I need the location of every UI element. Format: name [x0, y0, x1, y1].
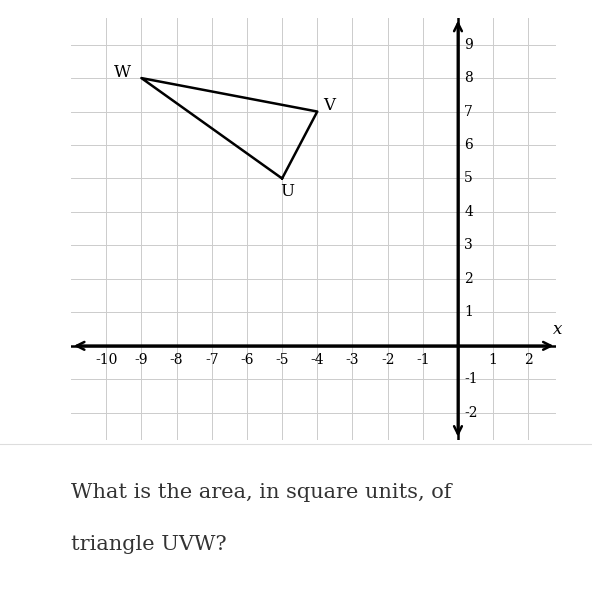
Text: -8: -8 — [170, 353, 184, 367]
Text: 6: 6 — [464, 138, 473, 152]
Text: -4: -4 — [310, 353, 324, 367]
Text: U: U — [281, 183, 294, 200]
Text: W: W — [114, 64, 131, 81]
Text: What is the area, in square units, of: What is the area, in square units, of — [71, 483, 452, 502]
Text: -6: -6 — [240, 353, 254, 367]
Text: 5: 5 — [464, 172, 473, 185]
Text: -2: -2 — [464, 406, 478, 420]
Text: triangle UVW?: triangle UVW? — [71, 535, 227, 554]
Text: -7: -7 — [205, 353, 218, 367]
Text: -3: -3 — [346, 353, 359, 367]
Text: V: V — [324, 97, 336, 114]
Text: x: x — [553, 321, 562, 339]
Text: -9: -9 — [134, 353, 148, 367]
Text: 8: 8 — [464, 71, 473, 85]
Text: 3: 3 — [464, 238, 473, 252]
Text: 2: 2 — [524, 353, 533, 367]
Text: -1: -1 — [464, 372, 478, 386]
Text: 4: 4 — [464, 205, 473, 219]
Text: 9: 9 — [464, 37, 473, 52]
Text: -5: -5 — [275, 353, 289, 367]
Text: -10: -10 — [95, 353, 117, 367]
Text: 1: 1 — [464, 305, 473, 320]
Text: 7: 7 — [464, 105, 473, 119]
Text: -2: -2 — [381, 353, 394, 367]
Text: 2: 2 — [464, 272, 473, 286]
Text: 1: 1 — [489, 353, 498, 367]
Text: -1: -1 — [416, 353, 430, 367]
